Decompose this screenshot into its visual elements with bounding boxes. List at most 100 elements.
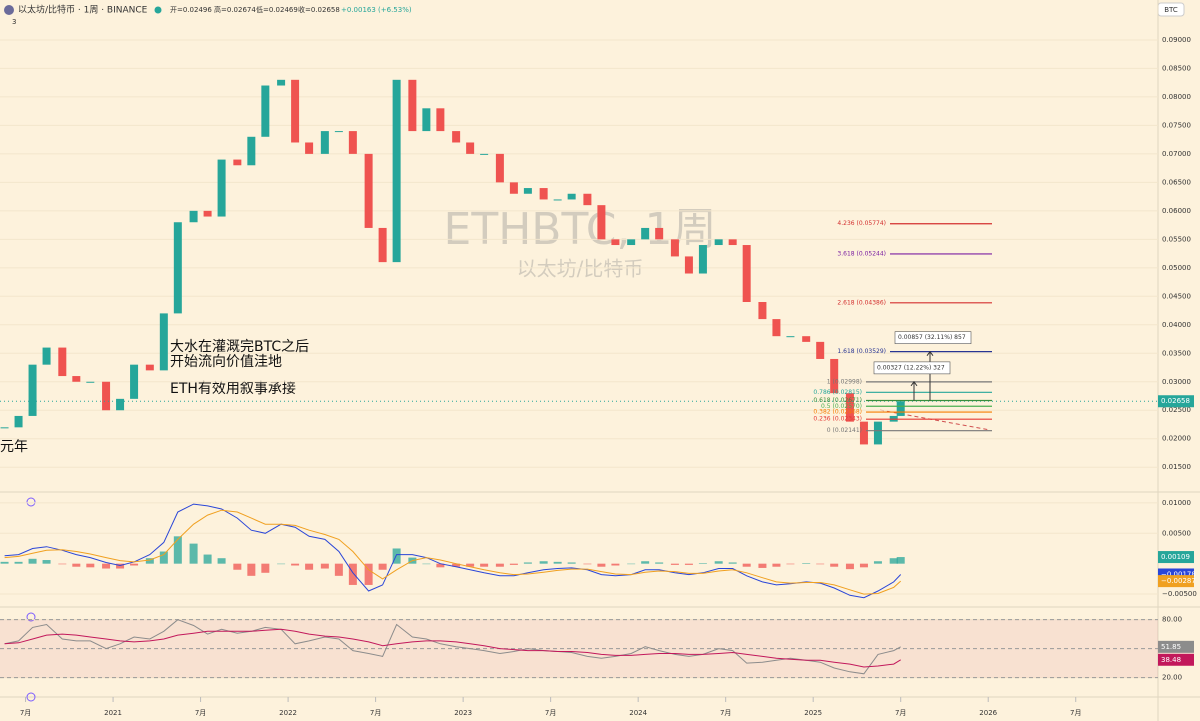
candle	[859, 421, 868, 445]
histogram-bar	[786, 563, 795, 565]
y-tick-label: 80.00	[1162, 616, 1182, 624]
candle	[830, 358, 839, 394]
candle	[684, 256, 693, 274]
x-tick-label: 7月	[20, 709, 31, 717]
histogram-bar	[802, 563, 811, 564]
y-tick-label: 0.04500	[1162, 292, 1191, 300]
measure-arrowhead	[926, 350, 934, 356]
y-tick-label: 0.01000	[1162, 499, 1191, 507]
y-tick-label: 0.01500	[1162, 463, 1191, 471]
histogram-bar	[422, 563, 431, 565]
symbol: 以太坊/比特币 · 1周 · BINANCE	[18, 4, 148, 16]
value-tag	[1158, 640, 1194, 653]
candle	[758, 302, 767, 320]
histogram-bar	[159, 551, 168, 564]
y-tick-label: 0.06000	[1162, 207, 1191, 215]
x-tick-label: 7月	[545, 709, 556, 717]
measure-arrowhead	[910, 381, 918, 387]
candle	[364, 153, 373, 228]
series-line	[4, 628, 901, 668]
histogram-bar	[670, 563, 679, 565]
y-tick-label: 0.02500	[1162, 406, 1191, 414]
histogram-bar	[728, 562, 737, 564]
histogram-bar	[452, 563, 461, 567]
histogram-bar	[72, 563, 81, 567]
histogram-bar	[378, 563, 387, 570]
histogram-bar	[305, 563, 314, 570]
histogram-bar	[173, 536, 182, 564]
candle	[116, 398, 125, 411]
candle	[698, 245, 707, 274]
histogram-bar	[102, 563, 111, 569]
fib-label: 0.786 (0.02815)	[813, 389, 862, 396]
fib-label: 1.618 (0.03529)	[837, 348, 886, 355]
indicator-icon[interactable]	[26, 692, 36, 702]
series-line	[4, 509, 902, 595]
last-price-label: 0.02658	[1161, 397, 1190, 405]
y-tick-label: 0.06500	[1162, 178, 1191, 186]
indicator-count: 3	[12, 18, 16, 26]
histogram-bar	[889, 558, 898, 564]
candle	[42, 347, 51, 365]
histogram-bar	[553, 561, 562, 564]
candle	[845, 393, 854, 422]
candle	[392, 79, 401, 263]
histogram-bar	[291, 563, 300, 566]
histogram-bar	[896, 557, 905, 564]
y-tick-label: −0.00500	[1162, 590, 1197, 598]
candle	[334, 131, 343, 133]
histogram-bar	[0, 561, 9, 564]
histogram-bar	[627, 563, 636, 565]
histogram-bar	[436, 563, 445, 568]
histogram-bar	[466, 563, 475, 567]
candle	[291, 79, 300, 143]
histogram-bar	[86, 563, 95, 568]
candle	[130, 364, 139, 399]
histogram-bar	[116, 563, 125, 569]
candle	[422, 108, 431, 132]
histogram-bar	[742, 563, 751, 567]
fib-label: 0.618 (0.02671)	[813, 397, 862, 404]
candle	[567, 193, 576, 200]
histogram-bar	[145, 558, 154, 564]
histogram-bar	[130, 563, 139, 566]
x-tick-label: 7月	[1070, 709, 1081, 717]
value-tag	[1158, 551, 1194, 564]
value-tag	[1158, 653, 1194, 666]
candle	[58, 347, 67, 377]
candle	[452, 131, 461, 143]
candle	[14, 415, 23, 428]
candle	[641, 227, 650, 240]
x-tick-label: 2021	[104, 709, 122, 717]
value-tag-label: −0.00178	[1161, 570, 1196, 578]
histogram-bar	[772, 563, 781, 567]
histogram-bar	[217, 558, 226, 564]
x-tick-label: 7月	[720, 709, 731, 717]
indicator-icon[interactable]	[26, 497, 36, 507]
candle	[189, 210, 198, 223]
histogram-bar	[714, 561, 723, 564]
currency: BTC	[1164, 6, 1178, 14]
x-tick-label: 7月	[195, 709, 206, 717]
histogram-bar	[348, 563, 357, 585]
indicator-icon[interactable]	[26, 612, 36, 622]
x-tick-label: 2025	[804, 709, 822, 717]
measure-label: 0.00857 (32.11%) 857	[898, 334, 966, 341]
candle	[509, 182, 518, 194]
histogram-bar	[597, 563, 606, 567]
histogram-bar	[539, 561, 548, 564]
y-tick-label: 0.03000	[1162, 378, 1191, 386]
candle	[28, 364, 37, 416]
status-dot	[154, 6, 162, 14]
histogram-bar	[873, 561, 882, 564]
ohlc-high: 高=0.02674	[214, 5, 256, 14]
histogram-bar	[261, 563, 270, 573]
y-tick-label: 0.08500	[1162, 64, 1191, 72]
histogram-bar	[334, 563, 343, 576]
x-tick-label: 7月	[895, 709, 906, 717]
candle	[714, 239, 723, 246]
value-tag-label: 0.00109	[1161, 553, 1190, 561]
candle	[86, 381, 95, 383]
histogram-bar	[28, 558, 37, 564]
candle	[305, 142, 314, 154]
